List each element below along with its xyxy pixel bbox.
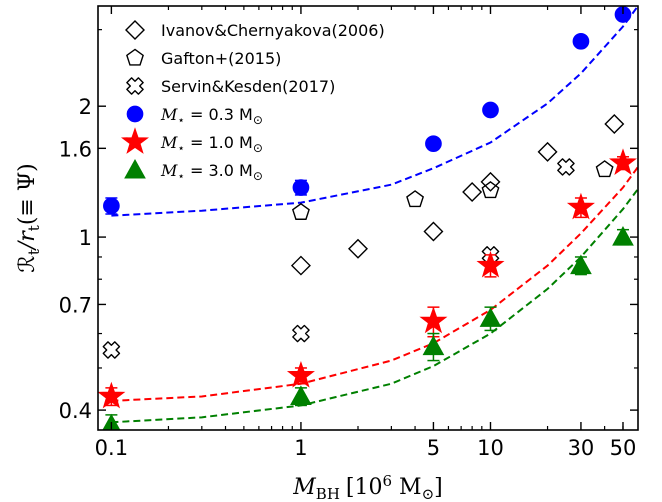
x-tick-label-1: 1	[294, 436, 307, 460]
point-diamond-0-5	[537, 141, 558, 162]
y-axis-label-sub: t	[25, 249, 43, 255]
point-triangle-5-2	[422, 335, 445, 356]
data-points	[98, 6, 637, 430]
point-circle-3-3	[482, 101, 499, 119]
x-axis-ticks: 0.1 1 5 10 30 50	[95, 6, 637, 460]
point-star-4-1	[286, 360, 315, 388]
x-axis-label-close: ]	[434, 475, 443, 500]
y-axis-label-sub2: t	[25, 225, 43, 231]
legend-label-0: Ivanov&Chernyakova(2006)	[161, 21, 385, 40]
legend-marker-2	[126, 77, 144, 95]
point-triangle-5-3	[479, 307, 502, 327]
x-tick-label-10: 10	[477, 436, 504, 460]
x-axis-label-sup: 6	[382, 472, 392, 490]
y-tick-label-1-6: 1.6	[59, 137, 92, 161]
point-triangle-5-1	[290, 385, 312, 405]
x-tick-label-30: 30	[568, 436, 595, 460]
point-diamond-0-4	[480, 171, 501, 192]
point-circle-3-4	[572, 32, 590, 50]
x-tick-label-50: 50	[610, 436, 637, 460]
point-cross-2-1	[292, 324, 310, 343]
point-circle-3-1	[292, 179, 310, 196]
x-axis-label-main: M	[292, 475, 316, 500]
y-tick-label-0-4: 0.4	[59, 399, 92, 423]
point-star-4-0	[98, 381, 126, 409]
y-axis-label-main: ℛ	[15, 255, 40, 273]
point-cross-2-3	[557, 158, 575, 176]
point-star-4-3	[476, 250, 505, 278]
fit-curve-3	[111, 5, 639, 217]
y-axis-ticks: 0.4 0.7 1 1.6 2	[59, 29, 638, 423]
legend-marker-3	[126, 105, 144, 123]
x-axis-label-sub: BH	[316, 485, 340, 502]
x-axis-label-unit-sub: ⊙	[422, 485, 435, 502]
legend-label-1: Gafton+(2015)	[161, 49, 281, 68]
point-pentagon-1-0	[291, 202, 310, 220]
y-tick-label-2: 2	[79, 95, 92, 119]
point-pentagon-1-1	[406, 190, 425, 208]
point-diamond-0-2	[423, 221, 444, 242]
y-tick-label-0-7: 0.7	[59, 293, 92, 317]
legend-label-2: Servin&Kesden(2017)	[161, 77, 335, 96]
point-circle-3-2	[425, 135, 442, 153]
point-cross-2-0	[102, 341, 121, 359]
legend-label-4: M⋆ = 1.0 M⊙	[160, 133, 263, 155]
fit-curve-4	[111, 166, 639, 402]
point-pentagon-1-2	[481, 181, 500, 199]
x-axis-label-unit: M	[392, 475, 422, 500]
legend-marker-4	[121, 127, 149, 154]
point-star-4-5	[608, 148, 637, 175]
point-diamond-0-3	[462, 181, 483, 202]
x-tick-label-0-1: 0.1	[95, 436, 128, 460]
point-diamond-0-0	[290, 255, 311, 276]
legend-marker-5	[124, 158, 146, 179]
point-star-4-4	[566, 192, 595, 220]
point-diamond-0-1	[348, 238, 368, 259]
point-triangle-5-4	[570, 254, 592, 275]
point-diamond-0-6	[604, 114, 625, 134]
legend-label-3: M⋆ = 0.3 M⊙	[160, 105, 263, 127]
legend-label-5: M⋆ = 3.0 M⊙	[160, 161, 263, 183]
x-tick-label-5: 5	[427, 436, 440, 460]
plot-frame	[97, 5, 639, 431]
y-axis-label-mid: /r	[15, 230, 40, 251]
point-triangle-5-5	[612, 226, 634, 246]
point-circle-3-0	[103, 197, 120, 215]
y-tick-label-1: 1	[79, 226, 92, 250]
y-axis-label-rest: (≡ Ψ)	[15, 163, 40, 225]
fit-curves	[111, 5, 639, 424]
y-axis-label: ℛt/rt(≡ Ψ)	[15, 163, 43, 272]
x-axis-label-rest: [10	[346, 475, 383, 500]
legend-marker-0	[125, 20, 145, 40]
x-axis-label: MBH [106 M⊙]	[292, 472, 442, 502]
point-pentagon-1-3	[595, 160, 614, 178]
legend: Ivanov&Chernyakova(2006) Gafton+(2015) Ser…	[121, 20, 385, 183]
fit-curve-5	[111, 188, 639, 424]
legend-marker-1	[126, 48, 144, 66]
point-star-4-2	[419, 306, 448, 334]
